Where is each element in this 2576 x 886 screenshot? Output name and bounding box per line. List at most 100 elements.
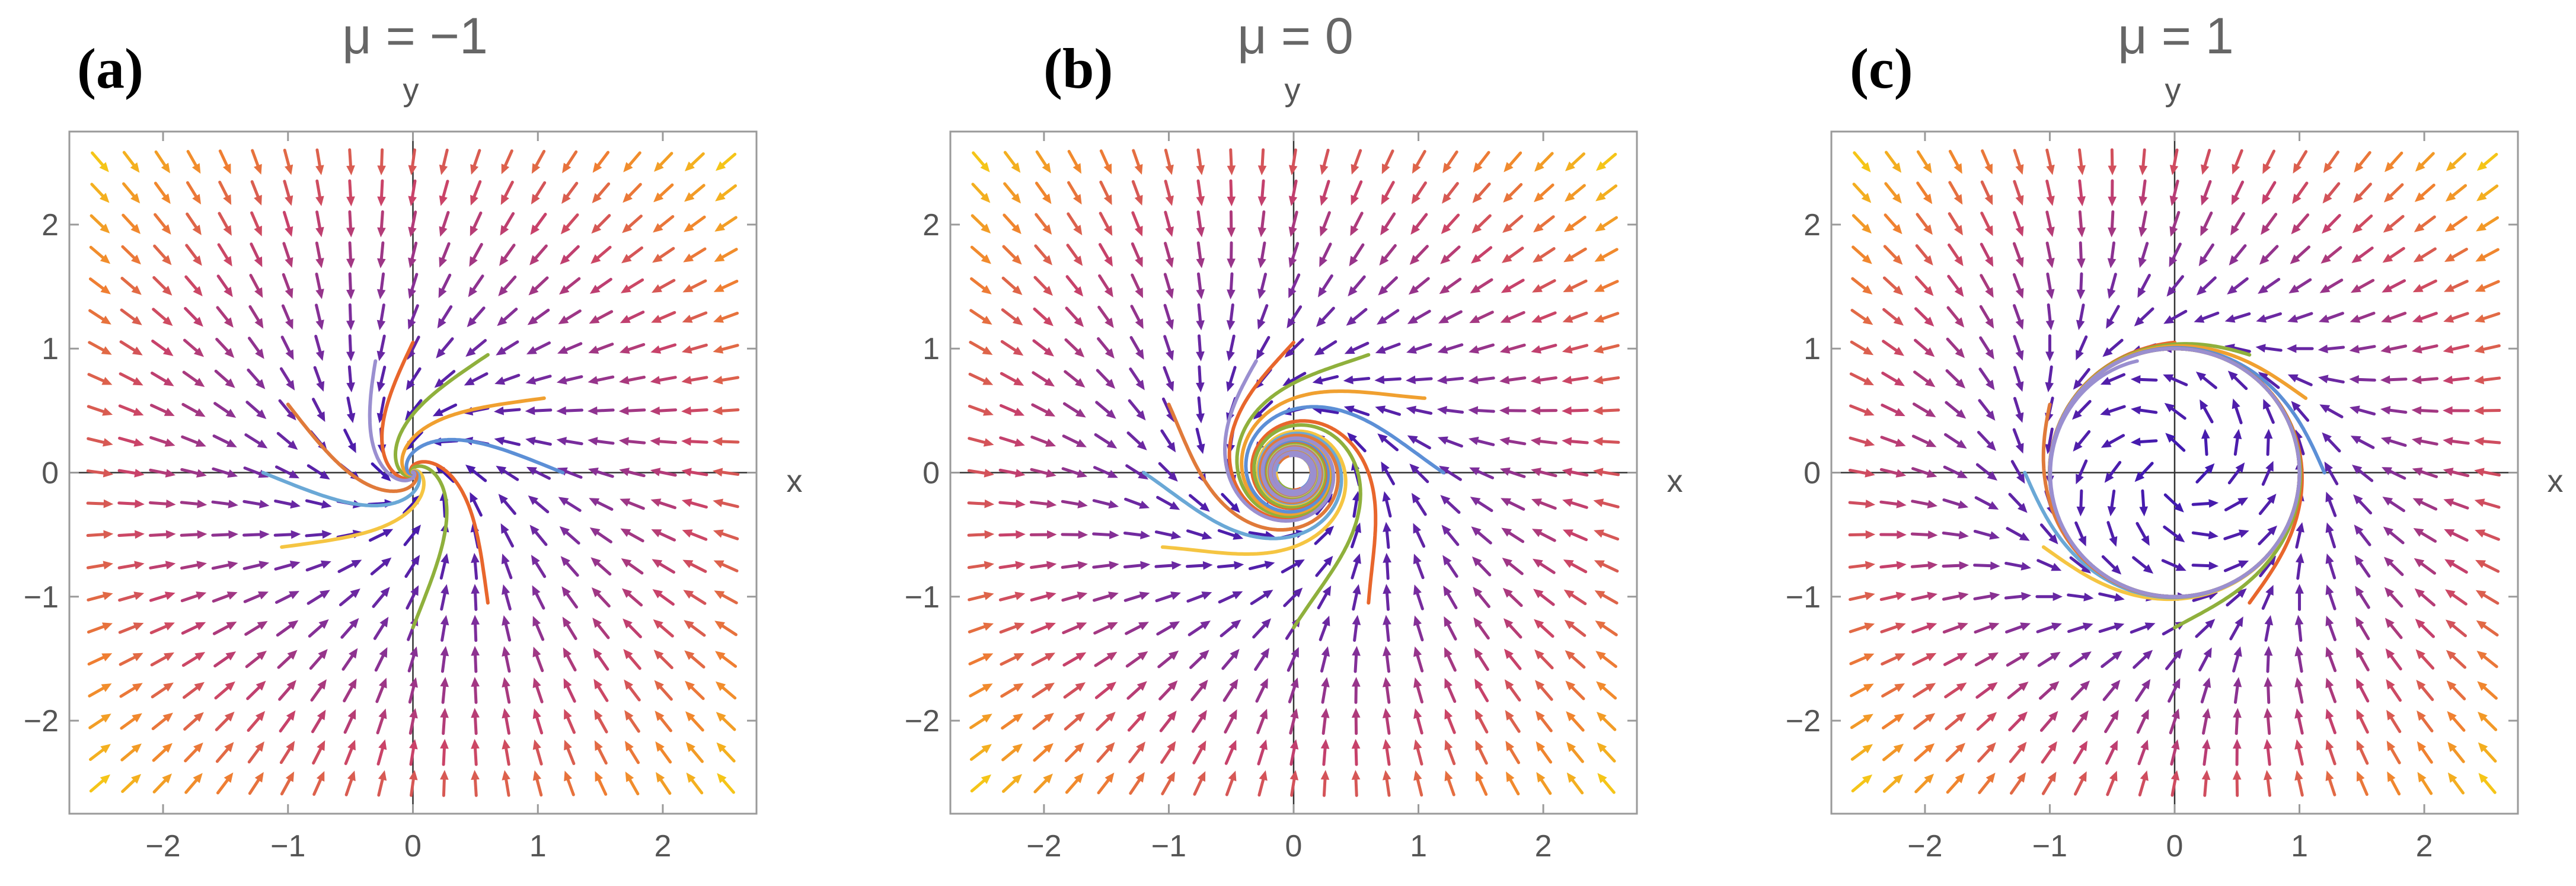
x-tick-label: −2: [1907, 829, 1942, 863]
field-arrow: [1383, 739, 1391, 765]
field-arrow: [1226, 367, 1235, 392]
field-arrow: [2262, 151, 2274, 174]
field-arrow: [1257, 243, 1266, 268]
field-arrow: [1850, 561, 1875, 570]
field-arrow: [2108, 771, 2118, 795]
field-arrow: [2077, 150, 2086, 175]
field-arrow: [1852, 684, 1874, 696]
field-arrow: [650, 498, 675, 507]
field-arrow: [685, 681, 703, 699]
field-arrow: [1067, 277, 1083, 297]
field-arrow: [1852, 342, 1873, 355]
field-arrow: [681, 437, 707, 446]
field-arrow: [2232, 151, 2242, 174]
field-arrow: [2415, 619, 2434, 636]
field-arrow: [213, 591, 237, 601]
field-arrow: [1035, 743, 1054, 760]
y-tick-label: −1: [1786, 580, 1821, 615]
y-tick-label: 0: [922, 456, 940, 491]
field-arrow: [155, 246, 172, 265]
field-arrow: [1289, 212, 1297, 237]
field-arrow: [1129, 711, 1146, 730]
field-arrow: [1441, 215, 1458, 234]
field-arrow: [2225, 561, 2249, 571]
field-arrow: [531, 555, 545, 577]
field-arrow: [340, 588, 360, 604]
field-arrow: [440, 553, 449, 578]
field-arrow: [2015, 151, 2023, 175]
field-arrow: [500, 213, 513, 235]
field-arrow: [343, 648, 357, 670]
field-arrow: [217, 339, 234, 358]
field-arrow: [1533, 248, 1554, 263]
field-arrow: [283, 274, 293, 298]
field-arrow: [2326, 584, 2335, 609]
field-arrow: [622, 588, 641, 605]
field-arrow: [1062, 561, 1088, 570]
field-arrow: [1377, 311, 1398, 325]
field-arrow: [1226, 336, 1234, 361]
field-arrow: [1099, 307, 1114, 328]
field-arrow: [1563, 313, 1587, 322]
field-arrow: [2475, 529, 2498, 539]
field-arrow: [468, 276, 483, 298]
field-arrow: [1165, 305, 1174, 330]
field-arrow: [1321, 677, 1329, 702]
field-arrow: [1162, 741, 1176, 762]
field-arrow: [88, 591, 113, 600]
x-axis-label: x: [2548, 463, 2564, 499]
field-arrow: [2326, 554, 2335, 578]
x-tick-label: −2: [1026, 829, 1061, 863]
field-arrow: [346, 243, 355, 268]
field-arrow: [1101, 151, 1112, 174]
field-arrow: [652, 248, 673, 263]
field-arrow: [1062, 530, 1088, 539]
field-arrow: [2351, 436, 2373, 447]
field-arrow: [651, 312, 675, 322]
field-arrow: [2355, 617, 2368, 639]
field-arrow: [2383, 526, 2403, 542]
field-arrow: [1218, 561, 1244, 570]
field-arrow: [2103, 556, 2121, 574]
field-arrow: [1195, 771, 1205, 794]
field-arrow: [1916, 340, 1935, 357]
field-arrow: [1005, 152, 1020, 172]
field-arrow: [560, 526, 579, 543]
field-arrow: [218, 276, 233, 298]
field-arrow: [2138, 244, 2147, 268]
field-arrow: [88, 530, 113, 539]
field-arrow: [1596, 682, 1616, 698]
x-tick-label: 2: [1535, 829, 1552, 863]
field-arrow: [1069, 151, 1081, 174]
field-arrow: [1503, 184, 1521, 203]
field-arrow: [186, 743, 203, 761]
field-arrow: [2077, 181, 2086, 206]
field-arrow: [1949, 245, 1963, 266]
field-arrow: [1506, 772, 1518, 794]
field-arrow: [681, 376, 707, 384]
field-arrow: [2322, 432, 2339, 450]
y-tick-label: 1: [922, 332, 940, 366]
field-arrow: [276, 500, 301, 508]
field-arrow: [2474, 345, 2499, 353]
field-arrow: [681, 407, 707, 415]
field-arrow: [2414, 249, 2435, 263]
field-arrow: [439, 244, 449, 267]
field-arrow: [498, 277, 515, 296]
field-arrow: [1978, 432, 1996, 450]
field-arrow: [1227, 243, 1236, 268]
field-arrow: [588, 376, 612, 384]
field-arrow: [1470, 497, 1492, 510]
field-arrow: [218, 772, 233, 793]
field-arrow: [655, 711, 671, 731]
field-arrow: [558, 497, 580, 510]
y-tick-label: −2: [905, 704, 940, 738]
field-arrow: [1413, 708, 1422, 733]
field-arrow: [1156, 561, 1182, 570]
field-arrow: [2046, 274, 2054, 299]
field-arrow: [2131, 622, 2155, 632]
field-arrow: [438, 307, 451, 329]
field-arrow: [309, 619, 328, 636]
field-arrow: [2007, 622, 2031, 632]
